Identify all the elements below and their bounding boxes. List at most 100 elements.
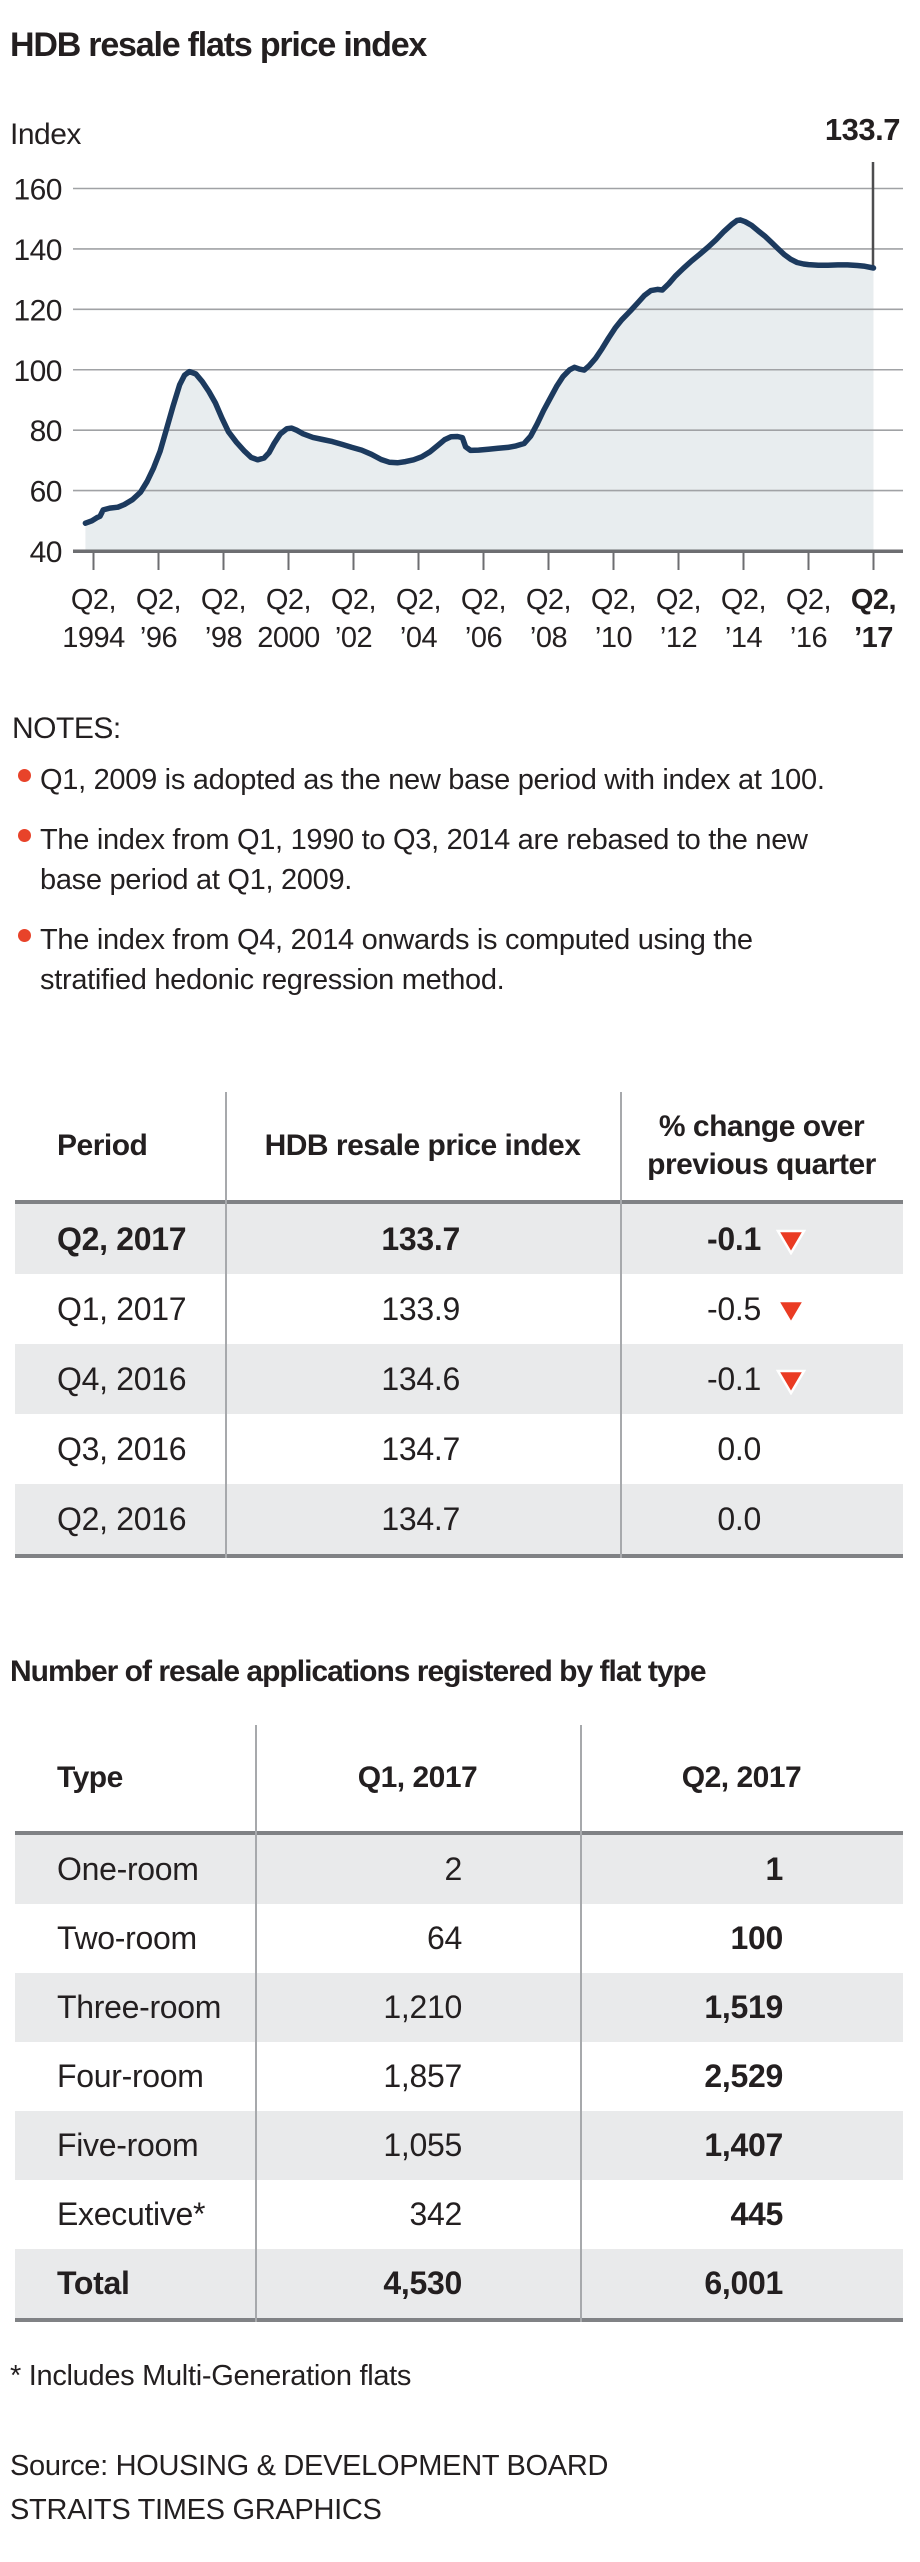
index-value-cell: 134.6 (381, 1360, 460, 1397)
y-axis-tick-label: 160 (13, 174, 62, 207)
note-item: The index from Q1, 1990 to Q3, 2014 are … (18, 820, 808, 900)
price-table-row: Q1, 2017 133.9 -0.5 (15, 1274, 903, 1344)
applications-table-title: Number of resale applications registered… (10, 1655, 707, 1688)
footnote: * Includes Multi-Generation flats (10, 2360, 412, 2392)
latest-value-annotation: 133.7 (824, 112, 901, 147)
empty-triangle-slot (776, 1436, 806, 1462)
price-table-header-row: Period HDB resale price index % change o… (15, 1092, 903, 1200)
x-axis-tick-label: Q2, (71, 584, 116, 616)
index-value-cell: 134.7 (381, 1430, 460, 1467)
table-bottom-border (15, 2318, 903, 2322)
price-index-line (82, 217, 877, 526)
notes-heading: NOTES: (12, 712, 121, 745)
x-axis-tick-label: Q2, (266, 584, 311, 616)
price-table-body: Q2, 2017 133.7 -0.1 Q1, 2017 133.9 -0.5 Q4, 20… (15, 1204, 903, 1554)
column-header-q1-2017: Q1, 2017 (357, 1761, 478, 1794)
x-axis-tick-label: ’12 (660, 622, 697, 654)
q1-2017-value-cell: 1,055 (383, 2127, 462, 2163)
q1-2017-value-cell: 1,210 (383, 1989, 462, 2025)
change-value: -0.5 (707, 1290, 761, 1327)
y-axis-tick-label: 100 (13, 355, 62, 388)
index-value-cell: 133.9 (381, 1290, 460, 1327)
x-axis-tick-label: ’10 (595, 622, 632, 654)
applications-table-row: Four-room 1,857 2,529 (15, 2042, 903, 2111)
x-axis-tick-label: Q2, (851, 584, 896, 616)
x-axis-tick-label: Q2, (721, 584, 766, 616)
x-axis-tick-label: ’04 (400, 622, 438, 654)
period-cell: Q4, 2016 (57, 1360, 187, 1397)
area-fill (85, 219, 874, 551)
x-axis-tick-label: Q2, (591, 584, 636, 616)
x-axis-tick-label: ’98 (205, 622, 242, 654)
applications-table: Type Q1, 2017 Q2, 2017 One-room 2 1 Two-roo… (15, 1725, 903, 2322)
column-separator (580, 1725, 582, 2322)
x-axis-tick-label: Q2, (331, 584, 376, 616)
change-value: 0.0 (717, 1430, 761, 1467)
y-axis-title: Index (10, 118, 81, 151)
x-axis-tick-label: 1994 (62, 622, 125, 654)
x-axis-baseline (73, 549, 903, 553)
change-cell: 0.0 (620, 1501, 903, 1538)
note-text: The index from Q4, 2014 onwards is compu… (40, 924, 753, 996)
column-header-index: HDB resale price index (264, 1129, 581, 1162)
column-header-q2-2017: Q2, 2017 (681, 1761, 802, 1794)
price-table-row: Q3, 2016 134.7 0.0 (15, 1414, 903, 1484)
x-axis-tick-label: Q2, (526, 584, 571, 616)
change-cell: -0.5 (620, 1291, 903, 1328)
header-divider (15, 1831, 903, 1835)
column-separator (620, 1092, 622, 1558)
bullet-icon (18, 829, 31, 842)
price-index-area-chart: 160 140 120 100 80 60 40 Q2, 1994 Q2, ’96 Q2, ’98 Q2,… (13, 162, 903, 654)
q2-2017-value-cell: 2,529 (704, 2058, 783, 2094)
q1-2017-value-cell: 342 (409, 2196, 463, 2232)
flat-type-cell: Four-room (57, 2058, 204, 2094)
applications-table-row: Five-room 1,055 1,407 (15, 2111, 903, 2180)
bullet-icon (18, 769, 31, 782)
applications-table-row: Executive* 342 445 (15, 2180, 903, 2249)
flat-type-cell: Executive* (57, 2196, 206, 2232)
change-cell: -0.1 (620, 1221, 903, 1258)
y-axis-tick-label: 120 (13, 294, 62, 327)
x-axis-tick-label: Q2, (656, 584, 701, 616)
period-cell: Q1, 2017 (57, 1290, 187, 1327)
y-axis-tick-label: 40 (30, 536, 62, 569)
flat-type-cell: Two-room (57, 1920, 197, 1956)
column-header-change-line2: previous quarter (647, 1148, 876, 1181)
change-value: -0.1 (707, 1220, 761, 1257)
empty-triangle-slot (776, 1506, 806, 1532)
q1-2017-value-cell: 1,857 (383, 2058, 462, 2094)
price-table-row: Q2, 2017 133.7 -0.1 (15, 1204, 903, 1274)
header-divider (15, 1200, 903, 1204)
column-separator (255, 1725, 257, 2322)
note-text: The index from Q1, 1990 to Q3, 2014 are … (40, 824, 808, 896)
x-axis-tick-label: Q2, (396, 584, 441, 616)
table-bottom-border (15, 1554, 903, 1558)
x-axis-tick-label: ’17 (854, 622, 893, 654)
column-header-type: Type (57, 1761, 123, 1794)
column-header-period: Period (57, 1129, 148, 1162)
y-axis-tick-label: 140 (13, 234, 62, 267)
q2-2017-value-cell: 6,001 (704, 2265, 783, 2301)
x-axis-tick-label: ’14 (725, 622, 763, 654)
applications-table-body: One-room 2 1 Two-room 64 100 Three-room 1,210 1,… (15, 1835, 903, 2318)
x-axis-tick-label: 2000 (257, 622, 320, 654)
credit-line: STRAITS TIMES GRAPHICS (10, 2494, 382, 2526)
price-table-row: Q4, 2016 134.6 -0.1 (15, 1344, 903, 1414)
period-cell: Q2, 2016 (57, 1500, 187, 1537)
applications-table-row: One-room 2 1 (15, 1835, 903, 1904)
applications-table-row: Three-room 1,210 1,519 (15, 1973, 903, 2042)
applications-table-row: Two-room 64 100 (15, 1904, 903, 1973)
flat-type-cell: Total (57, 2265, 130, 2301)
down-triangle-icon (775, 1226, 807, 1256)
flat-type-cell: Five-room (57, 2127, 199, 2163)
x-axis-tick-label: ’06 (465, 622, 502, 654)
price-index-table: Period HDB resale price index % change o… (15, 1092, 903, 1558)
note-text: Q1, 2009 is adopted as the new base peri… (40, 764, 825, 796)
q1-2017-value-cell: 2 (444, 1851, 463, 1887)
y-axis-tick-label: 60 (30, 476, 62, 509)
x-axis-tick-label: Q2, (461, 584, 506, 616)
period-cell: Q3, 2016 (57, 1430, 187, 1467)
x-axis-tick-label: Q2, (201, 584, 246, 616)
q2-2017-value-cell: 1,519 (704, 1989, 783, 2025)
